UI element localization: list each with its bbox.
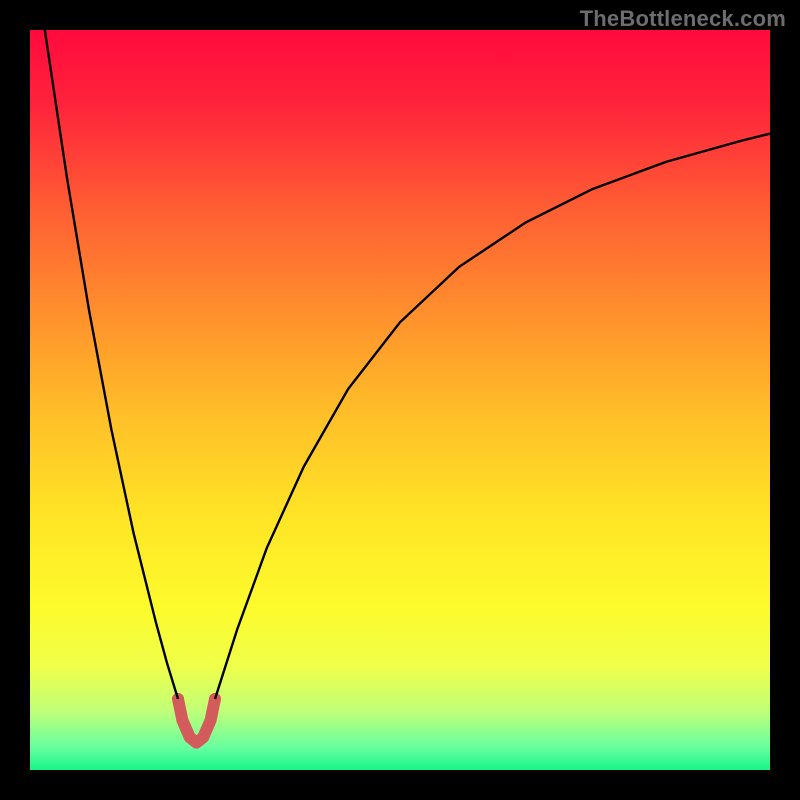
plot-area bbox=[30, 30, 770, 770]
curve-right bbox=[215, 134, 770, 699]
chart-frame: TheBottleneck.com bbox=[0, 0, 800, 800]
watermark-text: TheBottleneck.com bbox=[580, 6, 786, 32]
valley-marker bbox=[178, 699, 215, 743]
curves-layer bbox=[30, 30, 770, 770]
curve-left bbox=[45, 30, 178, 699]
